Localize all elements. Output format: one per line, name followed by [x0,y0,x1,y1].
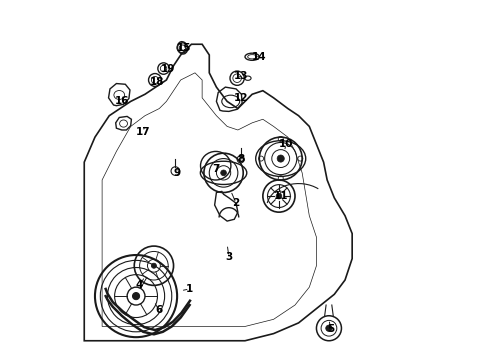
Text: 12: 12 [234,93,249,103]
Circle shape [220,170,226,176]
Text: 14: 14 [252,52,267,62]
Circle shape [132,293,140,300]
Text: 16: 16 [115,96,129,107]
Text: 17: 17 [136,127,150,137]
Text: 5: 5 [327,324,334,334]
Text: 13: 13 [234,71,249,81]
Text: 11: 11 [273,191,288,201]
Text: 15: 15 [177,43,192,53]
Text: 2: 2 [232,198,240,208]
Text: 3: 3 [225,252,233,262]
Text: 8: 8 [238,154,245,163]
Circle shape [276,193,282,199]
Text: 1: 1 [186,284,193,294]
Text: 9: 9 [173,168,181,178]
Text: 18: 18 [150,77,165,87]
Circle shape [151,263,156,268]
Text: 4: 4 [136,280,143,291]
Circle shape [326,325,332,332]
Text: 19: 19 [161,64,175,74]
Circle shape [277,155,284,162]
Text: 7: 7 [213,164,220,174]
Text: 10: 10 [279,139,294,149]
Text: 6: 6 [156,305,163,315]
